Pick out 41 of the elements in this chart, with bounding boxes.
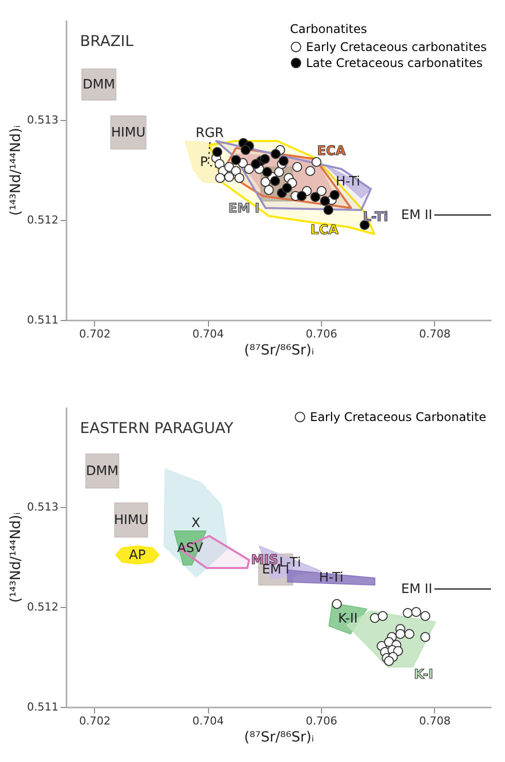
y-tick-label: 0.511 xyxy=(27,700,58,714)
series-label: EM II xyxy=(401,582,432,597)
series-label: AP xyxy=(129,548,146,563)
series-label: EM II xyxy=(401,208,432,223)
x-tick-label: 0.706 xyxy=(306,714,338,728)
series-label: HIMU xyxy=(114,513,148,528)
series-label: H-Ti xyxy=(336,174,360,190)
x-tick-label: 0.702 xyxy=(79,328,111,340)
x-tick-label: 0.704 xyxy=(192,714,224,728)
y-tick-label: 0.512 xyxy=(27,214,58,226)
legend-label: Early Cretaceous carbonatites xyxy=(306,40,487,54)
series-label: LCA xyxy=(310,222,338,238)
text: EASTERN PARAGUAY xyxy=(80,419,234,437)
y-axis-title: (¹⁴³Nd/¹⁴⁴Nd)ᵢ xyxy=(8,512,24,603)
y-tick-label: 0.512 xyxy=(27,600,58,614)
x-tick-label: 0.704 xyxy=(192,328,224,340)
x-tick-label: 0.708 xyxy=(419,714,451,728)
series-label: P xyxy=(200,155,208,170)
series-label: K-I xyxy=(414,668,434,683)
text: BRAZIL xyxy=(80,32,134,50)
series-label: DMM xyxy=(86,464,118,479)
series-label: EM I xyxy=(228,201,260,216)
series-label: ECA xyxy=(317,144,346,160)
series-label: DMM xyxy=(82,78,116,92)
series-label: K-II xyxy=(338,612,358,626)
y-tick-label: 0.513 xyxy=(27,114,58,126)
x-tick-label: 0.702 xyxy=(79,714,111,728)
x-tick-label: 0.708 xyxy=(419,328,451,340)
series-label: HIMU xyxy=(111,126,146,140)
series-label: RGR xyxy=(196,126,224,142)
legend-label: Late Cretaceous carbonatites xyxy=(306,56,483,70)
legend-title: Carbonatites xyxy=(290,22,367,36)
x-axis-title: (⁸⁷Sr/⁸⁶Sr)ᵢ xyxy=(244,342,314,358)
series-label: X xyxy=(191,516,200,531)
y-tick-label: 0.511 xyxy=(27,314,58,326)
x-tick-label: 0.706 xyxy=(306,328,338,340)
y-tick-label: 0.513 xyxy=(27,500,58,514)
x-axis-title: (⁸⁷Sr/⁸⁶Sr)ᵢ xyxy=(244,730,314,746)
y-axis-title: (¹⁴³Nd/¹⁴⁴Nd)ᵢ xyxy=(8,125,24,216)
legend-label: Early Cretaceous Carbonatite xyxy=(310,410,486,424)
series-label: H-Ti xyxy=(318,570,344,586)
